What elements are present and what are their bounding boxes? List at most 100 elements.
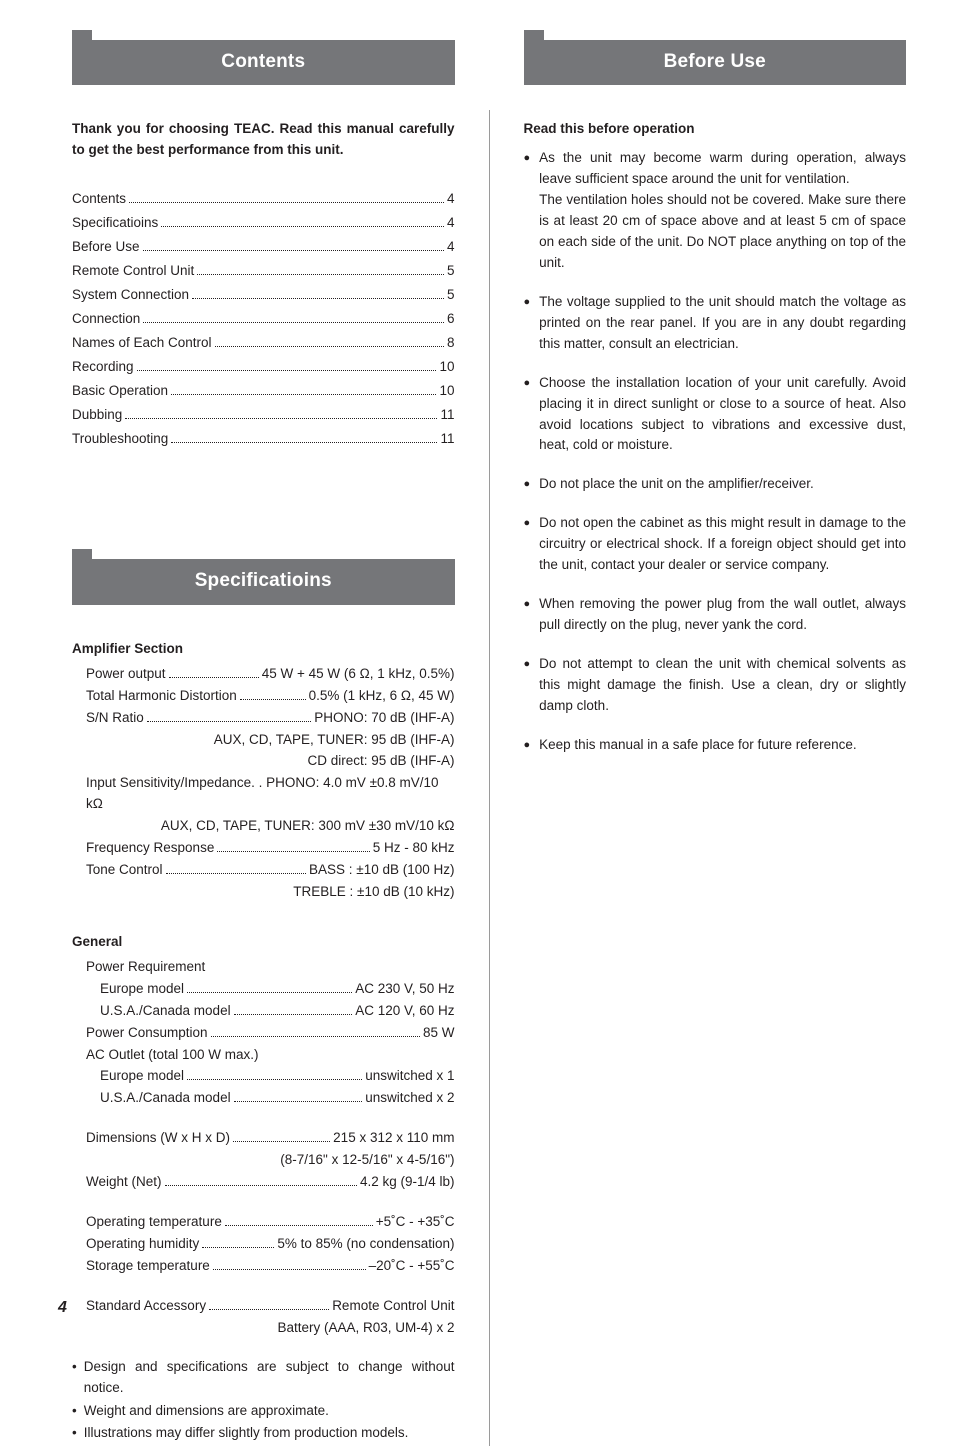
before-use-header-text: Before Use [664, 51, 766, 72]
spec-row: S/N Ratio PHONO: 70 dB (IHF-A) [86, 708, 455, 729]
table-of-contents: Contents4Specificatioins4Before Use4Remo… [72, 189, 455, 449]
spec-value: unswitched x 1 [365, 1066, 454, 1087]
toc-label: Specificatioins [72, 213, 158, 234]
before-use-header: Before Use [524, 40, 907, 85]
spec-continuation: TREBLE : ±10 dB (10 kHz) [86, 882, 455, 903]
toc-page-number: 10 [439, 357, 454, 378]
leader-dots [215, 335, 444, 347]
leader-dots [213, 1258, 366, 1270]
before-use-item: ●When removing the power plug from the w… [524, 594, 907, 636]
toc-row: Connection6 [72, 309, 455, 330]
lead-paragraph: Thank you for choosing TEAC. Read this m… [72, 119, 455, 161]
before-use-text: The voltage supplied to the unit should … [539, 292, 906, 355]
spec-continuation: AUX, CD, TAPE, TUNER: 300 mV ±30 mV/10 k… [86, 816, 455, 837]
leader-dots [202, 1236, 274, 1248]
general-section-title: General [72, 932, 455, 953]
header-tab [72, 549, 92, 559]
toc-label: Recording [72, 357, 134, 378]
spec-continuation: (8-7/16" x 12-5/16" x 4-5/16") [86, 1150, 455, 1171]
toc-page-number: 5 [447, 261, 455, 282]
bullet-icon: ● [524, 373, 531, 457]
bullet-icon: ● [524, 513, 531, 576]
footnote-text: Weight and dimensions are approximate. [84, 1401, 329, 1422]
toc-row: Before Use4 [72, 237, 455, 258]
spec-label: S/N Ratio [86, 708, 144, 729]
leader-dots [171, 430, 437, 442]
footnote-item: •Design and specifications are subject t… [72, 1357, 455, 1399]
toc-page-number: 10 [439, 381, 454, 402]
footnotes: •Design and specifications are subject t… [72, 1357, 455, 1445]
bullet-icon: ● [524, 654, 531, 717]
leader-dots [209, 1298, 329, 1310]
toc-page-number: 11 [440, 429, 454, 450]
spec-row: Power output 45 W + 45 W (6 Ω, 1 kHz, 0.… [86, 664, 455, 685]
general-spec-block: Power Requirement Europe model AC 230 V,… [72, 957, 455, 1339]
toc-row: Troubleshooting 11 [72, 429, 455, 450]
page-number: 4 [58, 1296, 67, 1321]
spec-row: Storage temperature –20˚C - +55˚C [86, 1256, 455, 1277]
spec-value: 0.5% (1 kHz, 6 Ω, 45 W) [309, 686, 455, 707]
before-use-item: ●Keep this manual in a safe place for fu… [524, 735, 907, 756]
spec-row: U.S.A./Canada model AC 120 V, 60 Hz [100, 1001, 455, 1022]
amplifier-spec-block: Power output 45 W + 45 W (6 Ω, 1 kHz, 0.… [72, 664, 455, 903]
bullet-icon: • [72, 1423, 77, 1444]
toc-label: System Connection [72, 285, 189, 306]
toc-page-number: 5 [447, 285, 455, 306]
spec-row: Total Harmonic Distortion 0.5% (1 kHz, 6… [86, 686, 455, 707]
contents-header: Contents [72, 40, 455, 85]
toc-page-number: 8 [447, 333, 455, 354]
spec-row: Power Consumption 85 W [86, 1023, 455, 1044]
before-use-item: ●Do not attempt to clean the unit with c… [524, 654, 907, 717]
footnote-text: Illustrations may differ slightly from p… [84, 1423, 409, 1444]
before-use-text: Choose the installation location of your… [539, 373, 906, 457]
right-column: Before Use Read this before operation ●A… [524, 40, 907, 1446]
spec-value: 85 W [423, 1023, 455, 1044]
page: Contents Thank you for choosing TEAC. Re… [0, 0, 954, 1446]
spec-continuation: CD direct: 95 dB (IHF-A) [86, 751, 455, 772]
leader-dots [166, 862, 306, 874]
footnote-item: • Illustrations may differ slightly from … [72, 1423, 455, 1444]
spec-value: 4.2 kg (9-1/4 lb) [360, 1172, 455, 1193]
toc-label: Dubbing [72, 405, 122, 426]
leader-dots [187, 981, 352, 993]
header-tab [524, 30, 544, 40]
spec-value: 215 x 312 x 110 mm [333, 1128, 454, 1149]
spec-row: Frequency Response 5 Hz - 80 kHz [86, 838, 455, 859]
spec-row: Operating temperature +5˚C - +35˚C [86, 1212, 455, 1233]
before-use-text: When removing the power plug from the wa… [539, 594, 906, 636]
spec-label: U.S.A./Canada model [100, 1001, 231, 1022]
bullet-icon: • [72, 1357, 77, 1399]
spec-row: Europe model unswitched x 1 [100, 1066, 455, 1087]
spec-row: Tone Control BASS : ±10 dB (100 Hz) [86, 860, 455, 881]
toc-label: Troubleshooting [72, 429, 168, 450]
spec-value: 5% to 85% (no condensation) [277, 1234, 454, 1255]
spec-line: AC Outlet (total 100 W max.) [86, 1045, 455, 1066]
spec-label: Frequency Response [86, 838, 214, 859]
leader-dots [225, 1214, 373, 1226]
toc-row: Contents4 [72, 189, 455, 210]
before-use-item: ●The voltage supplied to the unit should… [524, 292, 907, 355]
leader-dots [197, 263, 444, 275]
before-use-text: Keep this manual in a safe place for fut… [539, 735, 856, 756]
leader-dots [169, 666, 259, 678]
spec-label: Europe model [100, 1066, 184, 1087]
before-use-item: ●Do not open the cabinet as this might r… [524, 513, 907, 576]
spec-label: Standard Accessory [86, 1296, 206, 1317]
before-use-bullets: ●As the unit may become warm during oper… [524, 148, 907, 755]
toc-label: Contents [72, 189, 126, 210]
column-divider [489, 110, 490, 1446]
spec-label: Power Consumption [86, 1023, 208, 1044]
toc-row: Names of Each Control8 [72, 333, 455, 354]
footnote-text: Design and specifications are subject to… [84, 1357, 455, 1399]
leader-dots [147, 709, 311, 721]
leader-dots [211, 1024, 420, 1036]
spec-label: Operating temperature [86, 1212, 222, 1233]
toc-page-number: 4 [447, 213, 455, 234]
toc-row: System Connection 5 [72, 285, 455, 306]
specifications-header: Specificatioins [72, 559, 455, 604]
spec-continuation: Battery (AAA, R03, UM-4) x 2 [86, 1318, 455, 1339]
bullet-icon: ● [524, 474, 531, 495]
toc-row: Dubbing11 [72, 405, 455, 426]
leader-dots [240, 688, 306, 700]
leader-dots [234, 1090, 363, 1102]
